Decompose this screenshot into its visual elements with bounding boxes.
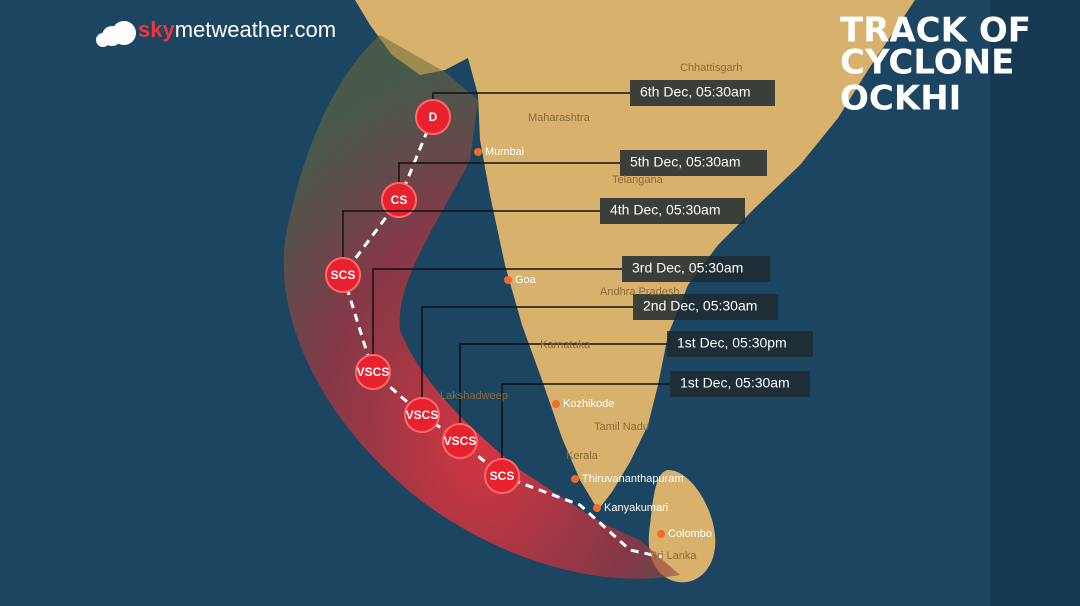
region-label: Chhattisgarh (680, 62, 742, 74)
storm-category: SCS (490, 469, 515, 483)
title-line: OCKHI (840, 79, 961, 119)
city-dot (593, 504, 601, 512)
logo-text: skymetweather.com (138, 17, 336, 42)
date-label: 5th Dec, 05:30am (630, 154, 741, 170)
leader-line (372, 268, 622, 372)
date-box (633, 294, 778, 320)
date-label: 3rd Dec, 05:30am (632, 260, 743, 276)
track-line (341, 116, 663, 559)
storm-category: VSCS (406, 408, 439, 422)
storm-marker (415, 99, 451, 135)
date-box (667, 331, 813, 357)
title-line: CYCLONE (840, 43, 1014, 83)
city-dot (474, 148, 482, 156)
city-dot (657, 530, 665, 538)
gujarat (355, 0, 395, 20)
date-label: 1st Dec, 05:30am (680, 375, 790, 391)
date-box (622, 256, 770, 282)
date-box (600, 198, 745, 224)
city-label: Colombo (668, 528, 712, 540)
date-box (630, 80, 775, 106)
city-dot (552, 400, 560, 408)
storm-category: VSCS (357, 365, 390, 379)
date-label: 4th Dec, 05:30am (610, 202, 721, 218)
logo-rest: metweather.com (175, 17, 336, 42)
city-dot (504, 276, 512, 284)
city-label: Kanyakumari (604, 502, 668, 514)
leader-line (421, 306, 633, 415)
leader-line (459, 343, 667, 441)
storm-marker (442, 423, 478, 459)
storm-category: CS (391, 193, 408, 207)
region-label: Lakshadweep (440, 390, 508, 402)
region-label: Telangana (612, 174, 664, 186)
date-box (620, 150, 767, 176)
storm-marker (325, 257, 361, 293)
storm-marker (355, 354, 391, 390)
date-label: 2nd Dec, 05:30am (643, 298, 757, 314)
logo-sky: sky (138, 17, 175, 42)
region-label: Maharashtra (528, 112, 591, 124)
sri-lanka (648, 470, 716, 583)
india (355, 0, 915, 510)
logo-cloud (96, 33, 110, 47)
track: 6th Dec, 05:30am D 5th Dec, 05:30am CS 4th D… (325, 80, 813, 494)
city-label: Mumbai (485, 146, 524, 158)
city-label: Goa (515, 274, 537, 286)
date-label: 1st Dec, 05:30pm (677, 335, 787, 351)
region-label: Karnataka (540, 339, 591, 351)
city-dot (571, 475, 579, 483)
storm-marker (381, 182, 417, 218)
region-label: Tamil Nadu (594, 421, 649, 433)
leader-line (342, 210, 600, 275)
logo: skymetweather.com (96, 17, 336, 47)
logo-cloud (112, 21, 136, 45)
region-label: Andhra Pradesh (600, 286, 680, 298)
storm-category: SCS (331, 268, 356, 282)
date-box (670, 371, 810, 397)
storm-category: D (429, 110, 438, 124)
storm-category: VSCS (444, 434, 477, 448)
city-label: Kozhikode (563, 398, 614, 410)
region-label: Kerala (566, 450, 599, 462)
storm-marker (484, 458, 520, 494)
date-label: 6th Dec, 05:30am (640, 84, 751, 100)
forecast-cone (283, 35, 680, 579)
places: Chhattisgarh Maharashtra Mumbai Telangana Go… (440, 62, 742, 562)
frame (990, 0, 1080, 606)
storm-marker (404, 397, 440, 433)
title-line: TRACK OF (840, 11, 1031, 51)
city-label: Thiruvananthapuram (582, 473, 684, 485)
leader-line (501, 383, 670, 476)
region-label: Sri Lanka (650, 550, 697, 562)
